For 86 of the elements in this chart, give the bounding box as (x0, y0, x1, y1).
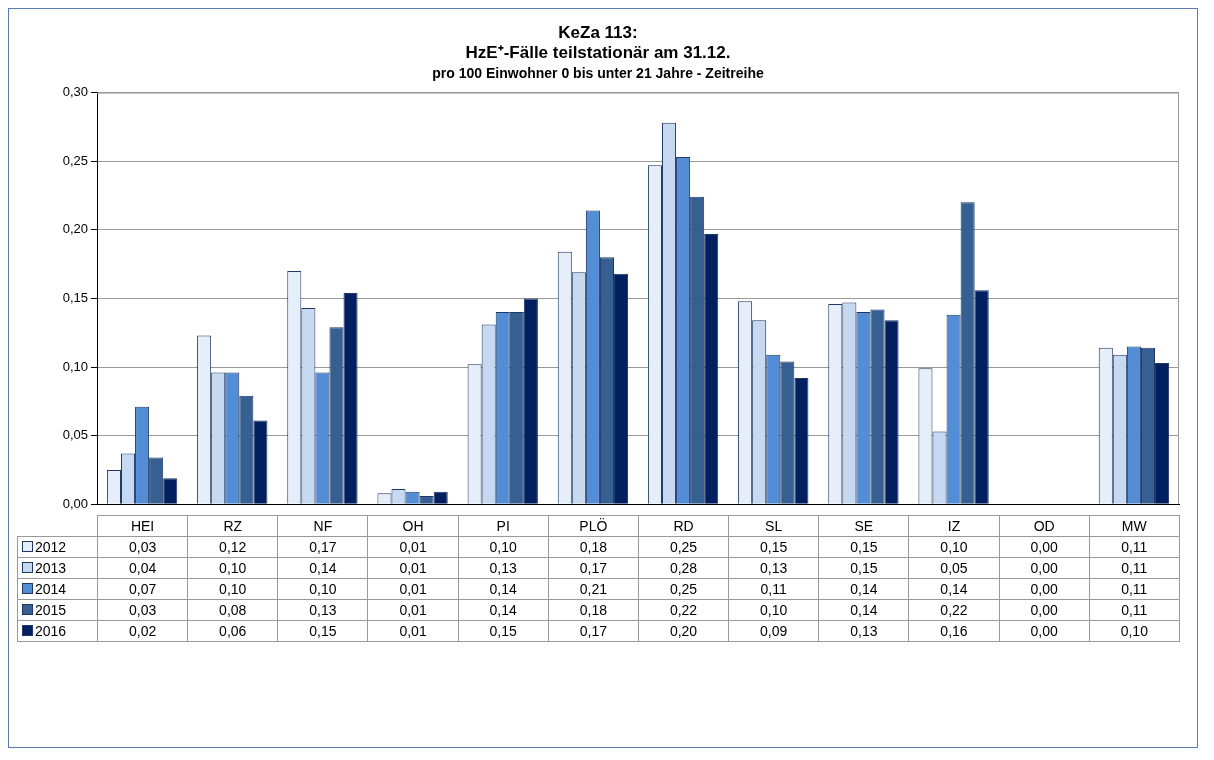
data-label: 0,02 (97, 620, 188, 642)
x-tick-label: PI (458, 515, 549, 537)
data-label: 0,01 (367, 536, 459, 558)
data-label: 0,13 (728, 557, 819, 579)
data-label: 0,01 (367, 620, 459, 642)
data-label: 0,15 (728, 536, 819, 558)
chart-subtitle: pro 100 Einwohner 0 bis unter 21 Jahre - Zeitreihe (432, 65, 764, 82)
x-tick-label: PLÖ (548, 515, 639, 537)
x-tick-label: OH (367, 515, 459, 537)
data-label: 0,28 (638, 557, 729, 579)
data-label: 0,11 (1089, 536, 1180, 558)
x-tick-label: OD (999, 515, 1090, 537)
data-label: 0,13 (277, 599, 368, 621)
data-label: 0,10 (187, 578, 278, 600)
data-label: 0,03 (97, 536, 188, 558)
data-label: 0,14 (458, 599, 549, 621)
data-label: 0,07 (97, 578, 188, 600)
data-label: 0,17 (548, 620, 639, 642)
legend-label: 2012 (35, 539, 67, 555)
legend-label: 2016 (35, 623, 67, 639)
data-label: 0,05 (908, 557, 1000, 579)
x-tick-label: SL (728, 515, 819, 537)
y-tick-label: 0,20 (62, 221, 88, 237)
data-label: 0,08 (187, 599, 278, 621)
x-tick-label: RD (638, 515, 729, 537)
y-tick-label: 0,25 (62, 152, 88, 168)
data-label: 0,00 (999, 599, 1090, 621)
data-label: 0,09 (728, 620, 819, 642)
data-label: 0,01 (367, 578, 459, 600)
x-tick-label: IZ (908, 515, 1000, 537)
data-label: 0,13 (458, 557, 549, 579)
data-label: 0,10 (728, 599, 819, 621)
x-tick-label: HEI (97, 515, 188, 537)
data-label: 0,00 (999, 620, 1090, 642)
data-label: 0,14 (458, 578, 549, 600)
data-label: 0,10 (908, 536, 1000, 558)
y-tick-label: 0,00 (62, 495, 88, 511)
data-label: 0,01 (367, 599, 459, 621)
data-label: 0,11 (1089, 578, 1180, 600)
y-tick-label: 0,10 (62, 358, 88, 374)
data-label: 0,10 (458, 536, 549, 558)
data-label: 0,21 (548, 578, 639, 600)
data-label: 0,10 (1089, 620, 1180, 642)
data-label: 0,15 (458, 620, 549, 642)
data-label: 0,10 (187, 557, 278, 579)
data-label: 0,14 (818, 599, 909, 621)
chart-title: KeZa 113: HzE⁺-Fälle teilstationär am 31.12. (465, 22, 731, 63)
x-tick-label: SE (818, 515, 909, 537)
y-tick-label: 0,30 (62, 84, 88, 100)
data-label: 0,14 (277, 557, 368, 579)
data-label: 0,13 (818, 620, 909, 642)
data-label: 0,18 (548, 536, 639, 558)
data-label: 0,25 (638, 536, 729, 558)
x-tick-label: RZ (187, 515, 278, 537)
data-label: 0,11 (1089, 599, 1180, 621)
data-label: 0,06 (187, 620, 278, 642)
data-label: 0,10 (277, 578, 368, 600)
data-label: 0,15 (277, 620, 368, 642)
data-label: 0,25 (638, 578, 729, 600)
x-tick-label: MW (1089, 515, 1180, 537)
data-label: 0,22 (908, 599, 1000, 621)
data-label: 0,00 (999, 557, 1090, 579)
data-label: 0,14 (908, 578, 1000, 600)
data-label: 0,00 (999, 536, 1090, 558)
data-label: 0,00 (999, 578, 1090, 600)
data-label: 0,15 (818, 557, 909, 579)
data-label: 0,22 (638, 599, 729, 621)
data-label: 0,14 (818, 578, 909, 600)
data-label: 0,20 (638, 620, 729, 642)
data-label: 0,04 (97, 557, 188, 579)
y-tick-label: 0,05 (62, 427, 88, 443)
data-label: 0,18 (548, 599, 639, 621)
legend-label: 2013 (35, 560, 67, 576)
legend-label: 2015 (35, 602, 67, 618)
data-label: 0,01 (367, 557, 459, 579)
data-label: 0,12 (187, 536, 278, 558)
y-tick-label: 0,15 (62, 289, 88, 305)
data-label: 0,15 (818, 536, 909, 558)
data-label: 0,03 (97, 599, 188, 621)
data-label: 0,16 (908, 620, 1000, 642)
data-label: 0,11 (728, 578, 819, 600)
data-label: 0,17 (548, 557, 639, 579)
x-tick-label: NF (277, 515, 368, 537)
data-label: 0,17 (277, 536, 368, 558)
data-label: 0,11 (1089, 557, 1180, 579)
legend-label: 2014 (35, 581, 67, 597)
